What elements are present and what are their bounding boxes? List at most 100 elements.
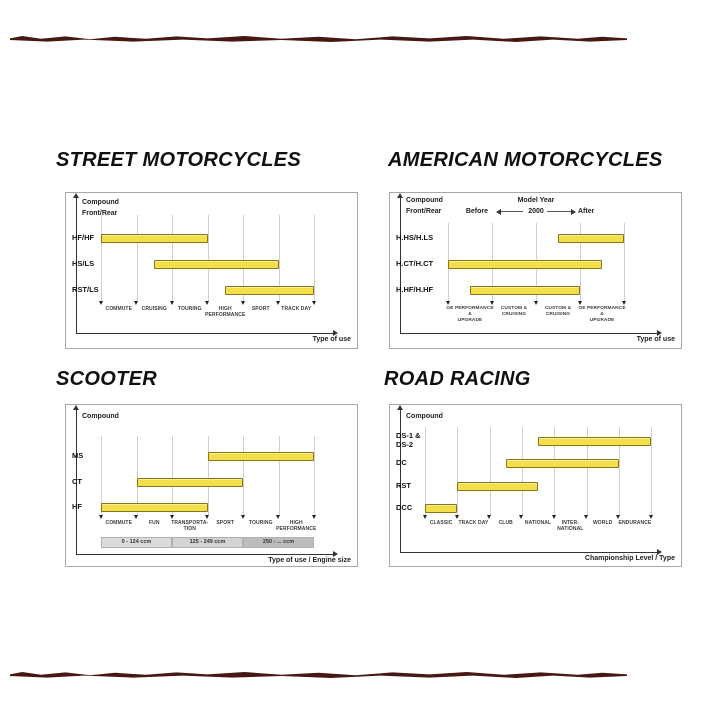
tick-marker-icon	[276, 515, 280, 519]
tick-marker-icon	[98, 515, 103, 519]
tick-marker-icon	[169, 515, 174, 519]
gridline	[172, 436, 173, 515]
model-year-arrow-left-icon	[496, 209, 501, 215]
category-label: CUSTOM & CRUISING	[544, 306, 572, 317]
compound-range-bar	[225, 285, 314, 295]
compound-range-bar	[154, 259, 279, 269]
tick-marker-icon	[240, 301, 245, 305]
category-label: TOURING	[177, 306, 202, 312]
page-bottom-torn-edge	[10, 672, 627, 678]
compound-row-label: DCC	[396, 502, 413, 512]
compound-row-label: DC	[396, 457, 407, 467]
x-axis-arrow-icon	[657, 330, 662, 336]
y-axis-line	[400, 197, 401, 333]
tick-marker-icon	[205, 515, 209, 519]
compound-range-bar	[457, 481, 539, 491]
compound-range-bar	[558, 233, 624, 243]
gridline	[554, 427, 556, 515]
compound-row-label: RST/LS	[72, 284, 99, 294]
category-label: TRACK DAY	[281, 306, 312, 312]
model-year-2000-label: 2000	[528, 208, 544, 215]
chart-title-american: AMERICAN MOTORCYCLES	[388, 149, 663, 171]
category-label: OE PERFORMANCE & UPGRADE	[578, 306, 626, 323]
compound-row-label: HF	[72, 501, 82, 511]
y-axis-subtitle: Front/Rear	[82, 210, 118, 217]
tick-marker-icon	[311, 301, 316, 305]
engine-size-band: 250 - ... ccm	[243, 537, 314, 548]
gridline	[278, 436, 280, 515]
compound-row-label: RST	[396, 480, 411, 490]
compound-row-label: H.CT/H.CT	[396, 258, 434, 268]
x-axis-line	[400, 552, 657, 553]
x-axis-title: Type of use	[636, 336, 675, 343]
compound-range-bar	[470, 285, 580, 295]
compound-range-bar	[505, 458, 619, 468]
tick-marker-icon	[533, 301, 538, 305]
compound-row-label: H.HF/H.HF	[396, 284, 434, 294]
compound-row-label: CT	[72, 476, 82, 486]
x-axis-arrow-icon	[333, 330, 338, 336]
gridline	[243, 436, 244, 515]
tick-marker-icon	[621, 301, 626, 305]
x-axis-line	[76, 333, 333, 334]
tick-marker-icon	[454, 515, 459, 519]
category-label: CLASSIC	[429, 520, 453, 526]
tick-marker-icon	[584, 515, 588, 519]
engine-size-band: 0 - 124 ccm	[101, 537, 172, 548]
gridline	[207, 215, 209, 301]
category-label: OE PERFORMANCE & UPGRADE	[446, 306, 494, 323]
road-racing-chart: Compound CLASSIC TRACK DAY CLUB NATIONAL INTE…	[389, 404, 682, 567]
compound-row-label: DS-1 & DS-2	[396, 431, 421, 449]
y-axis-arrow-icon	[73, 405, 79, 410]
y-axis-arrow-icon	[397, 193, 403, 198]
compound-range-bar	[136, 477, 243, 487]
gridline	[101, 436, 102, 515]
category-label: ENDURANCE	[618, 520, 652, 526]
tick-marker-icon	[276, 301, 280, 305]
gridline	[624, 223, 625, 301]
tick-marker-icon	[422, 515, 427, 519]
y-axis-subtitle: Front/Rear	[406, 208, 442, 215]
x-axis-line	[400, 333, 657, 334]
tick-marker-icon	[98, 301, 103, 305]
gridline	[586, 427, 588, 515]
gridline	[314, 215, 315, 301]
gridline	[136, 436, 138, 515]
category-label: CUSTOM & CRUISING	[500, 306, 528, 317]
gridline	[101, 215, 102, 301]
tick-marker-icon	[487, 515, 492, 519]
tick-marker-icon	[445, 301, 450, 305]
scooter-chart: Compound COMMUTE FUN TRANSPORTA- TION SPORT T…	[65, 404, 358, 567]
american-motorcycles-chart: Compound Front/Rear Model Year Before 2000 Af…	[389, 192, 682, 349]
category-label: TRACK DAY	[458, 520, 489, 526]
y-axis-line	[76, 409, 77, 554]
model-year-after-label: After	[578, 208, 595, 215]
chart-title-street: STREET MOTORCYCLES	[56, 149, 302, 171]
model-year-title: Model Year	[517, 197, 555, 204]
x-axis-arrow-icon	[333, 551, 338, 557]
y-axis-line	[400, 409, 401, 552]
y-axis-title: Compound	[82, 199, 119, 206]
y-axis-arrow-icon	[73, 193, 79, 198]
tick-marker-icon	[311, 515, 316, 519]
compound-range-bar	[101, 233, 208, 243]
compound-row-label: H.HS/H.LS	[396, 232, 434, 242]
compound-row-label: MS	[72, 450, 84, 460]
tick-marker-icon	[134, 515, 138, 519]
gridline	[314, 436, 315, 515]
tick-marker-icon	[551, 515, 556, 519]
gridline	[618, 427, 620, 515]
gridline	[172, 215, 173, 301]
gridline	[651, 427, 653, 515]
x-axis-title: Type of use / Engine size	[268, 557, 351, 564]
model-year-before-label: Before	[465, 208, 488, 215]
y-axis-line	[76, 197, 77, 333]
tick-marker-icon	[240, 515, 245, 519]
model-year-arrow-right-icon	[571, 209, 576, 215]
compound-range-bar	[101, 502, 208, 512]
x-axis-line	[76, 554, 333, 555]
tick-marker-icon	[577, 301, 582, 305]
tick-marker-icon	[519, 515, 524, 519]
gridline	[489, 427, 491, 515]
